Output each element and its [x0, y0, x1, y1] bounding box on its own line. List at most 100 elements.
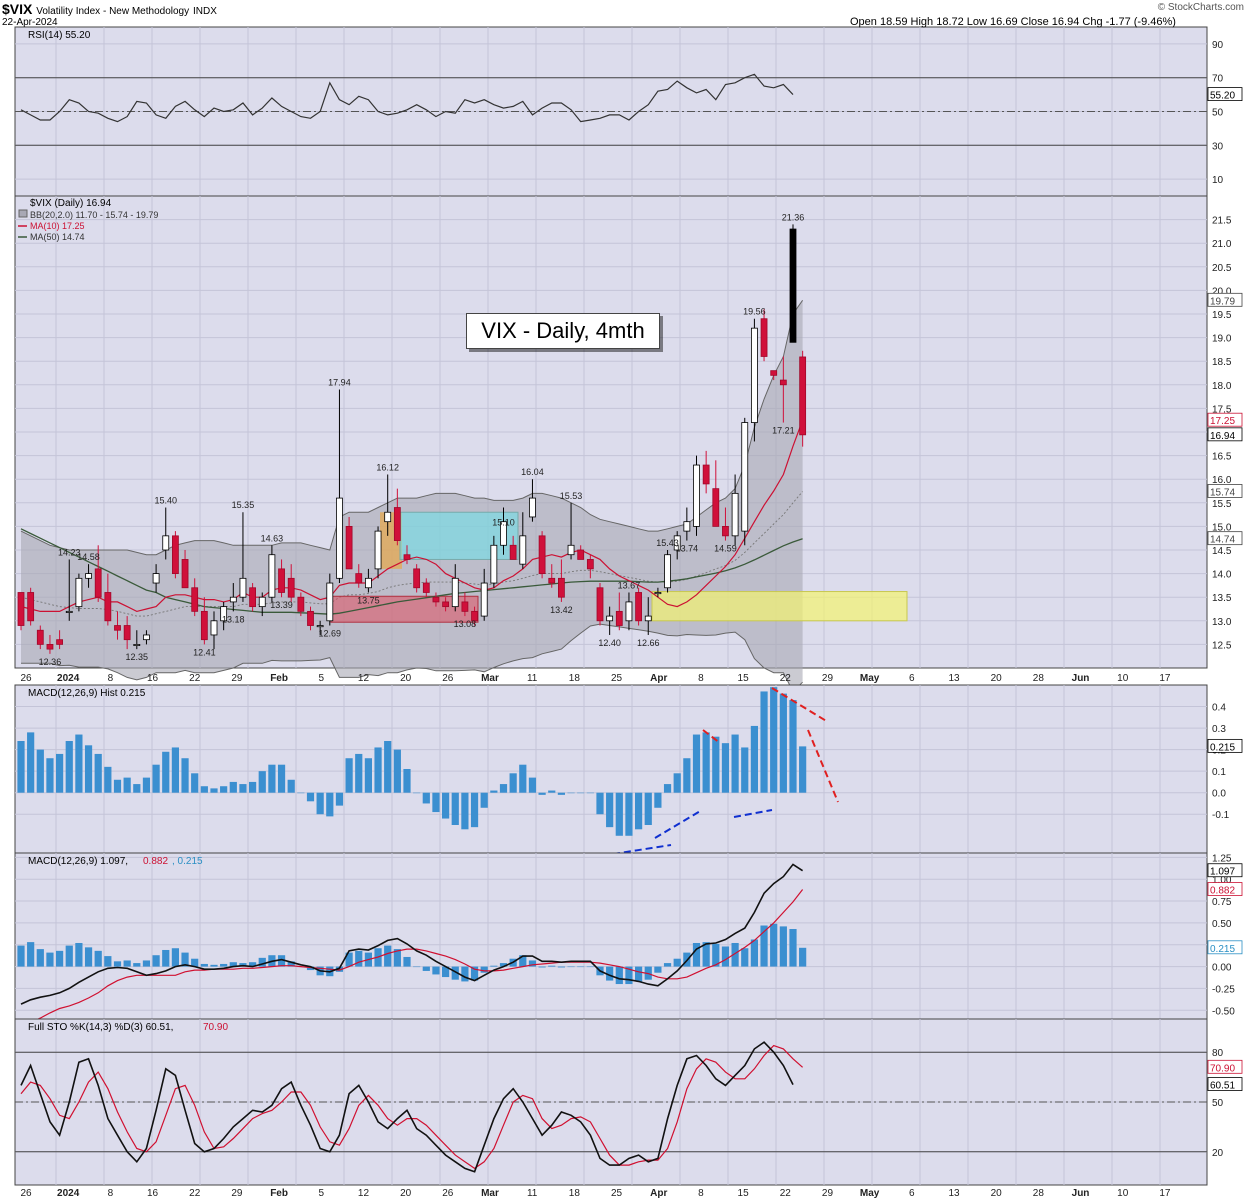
date-axis-label: May: [860, 1188, 880, 1199]
histogram-bar: [306, 792, 315, 802]
histogram-bar: [123, 960, 131, 967]
stochastic-k-line: [20, 1041, 794, 1173]
histogram-bar: [27, 732, 35, 793]
candle-body: [664, 554, 671, 589]
candle-body: [731, 492, 739, 537]
stochastic-value-tag: 60.51: [1207, 1077, 1243, 1092]
price-point-label: 21.36: [782, 212, 805, 222]
y-tick-label: 20.5: [1212, 263, 1232, 274]
y-tick-label: 0.1: [1212, 767, 1226, 778]
price-point-label: 13.67: [618, 580, 641, 590]
candle-body: [171, 535, 179, 575]
date-axis-label: 26: [20, 673, 32, 684]
date-axis-label: 16: [147, 673, 159, 684]
candle-body: [471, 610, 478, 622]
candle-body: [278, 568, 285, 593]
histogram-bar: [577, 966, 585, 968]
date-axis-label: 2024: [57, 1188, 80, 1199]
histogram-bar: [413, 792, 421, 794]
y-tick-label: 19.0: [1212, 334, 1232, 345]
histogram-bar: [644, 792, 652, 825]
trendline-blue-rise: [654, 809, 703, 839]
date-axis-label: 11: [527, 673, 538, 684]
histogram-bar: [403, 956, 411, 967]
macd-legend: MACD(12,26,9) 1.097, 0.882, 0.215MACD(12…: [28, 856, 203, 867]
y-tick-label: 15.0: [1212, 522, 1232, 533]
histogram-bar: [557, 966, 565, 968]
histogram-bar: [683, 758, 691, 793]
candle-body: [56, 639, 63, 645]
histogram-bar: [442, 792, 450, 819]
histogram-bar: [750, 939, 758, 967]
legend-bollinger: BB(20,2.0) 11.70 - 15.74 - 19.79: [30, 210, 158, 220]
histogram-bar: [210, 788, 218, 793]
histogram-bar: [142, 960, 151, 967]
candle-body: [519, 535, 527, 565]
histogram-bar: [480, 792, 488, 808]
histogram-bar: [374, 747, 382, 793]
histogram-bar: [335, 792, 344, 806]
y-tick-label: 0.3: [1212, 724, 1226, 735]
y-tick-label: 17.5: [1212, 404, 1232, 415]
histogram-bar: [673, 958, 681, 967]
highlight-zone-yellow: [651, 591, 908, 622]
candle-body: [220, 606, 228, 622]
value-tag-box: [1207, 863, 1243, 878]
histogram-bar: [577, 792, 585, 794]
candle-body: [529, 497, 536, 518]
y-tick-label: 12.5: [1212, 640, 1232, 651]
date-axis-label: 29: [231, 673, 243, 684]
highlight-zone-cyan: [399, 511, 519, 560]
date-axis-label: Feb: [270, 1188, 288, 1199]
macd-legend-signal: 0.882: [143, 856, 168, 867]
y-tick-label: 10: [1212, 175, 1224, 186]
bollinger-middle-band: [20, 491, 803, 617]
candle-body: [712, 488, 720, 527]
candle-body: [500, 521, 507, 546]
instrument-name: Volatility Index - New Methodology: [36, 6, 190, 17]
value-tag-text: 1.097: [1210, 867, 1235, 878]
value-tag-text: 0.882: [1210, 886, 1235, 897]
date-axis-label: Jun: [1072, 1188, 1090, 1199]
value-tag-text: 0.215: [1210, 742, 1235, 753]
histogram-bar: [123, 777, 131, 793]
price-point-label: 12.36: [39, 657, 62, 667]
chart-annotation: VIX - Daily, 4mth: [466, 313, 660, 349]
histogram-bar: [345, 952, 353, 967]
ma10-line: [20, 419, 804, 613]
histogram-bar: [65, 741, 73, 793]
price-point-label: 12.41: [193, 647, 216, 657]
histogram-bar: [548, 965, 556, 967]
y-tick-label: 14.0: [1212, 570, 1232, 581]
date-axis-label: 5: [318, 1188, 324, 1199]
histogram-bar: [287, 779, 295, 793]
histogram-bar: [615, 792, 623, 836]
date-axis-label: 15: [738, 1188, 750, 1199]
value-tag-text: 60.51: [1210, 1081, 1235, 1092]
candle-body: [336, 497, 343, 579]
date-axis-label: 25: [611, 1188, 623, 1199]
histogram-bar: [345, 758, 353, 793]
histogram-bar: [538, 966, 546, 968]
price-point-label: 12.40: [598, 638, 621, 648]
y-tick-label: 1.00: [1212, 875, 1232, 886]
histogram-bar: [94, 950, 102, 967]
y-tick-label: 0.75: [1212, 897, 1232, 908]
value-tag-box: [1207, 484, 1243, 498]
histogram-bar: [596, 792, 604, 815]
histogram-bar: [210, 964, 218, 967]
price-point-label: 13.74: [676, 544, 699, 554]
histogram-bar: [249, 962, 257, 967]
date-axis-label: 20: [400, 673, 412, 684]
candle-body: [27, 592, 35, 622]
histogram-bar: [702, 942, 710, 967]
candle-body: [123, 625, 131, 641]
candle-body: [567, 544, 575, 556]
price-point-label: 14.23: [58, 547, 81, 557]
histogram-bar: [731, 734, 739, 793]
date-axis: 26 2024 8 16 22 29 Feb 5 12 20 26 Mar 11 18 25 Apr 8 15 22…: [20, 1188, 1170, 1199]
candle-body: [85, 573, 92, 579]
date-axis-label: 29: [822, 1188, 834, 1199]
candle-body: [297, 596, 305, 612]
histogram-bar: [133, 963, 141, 967]
